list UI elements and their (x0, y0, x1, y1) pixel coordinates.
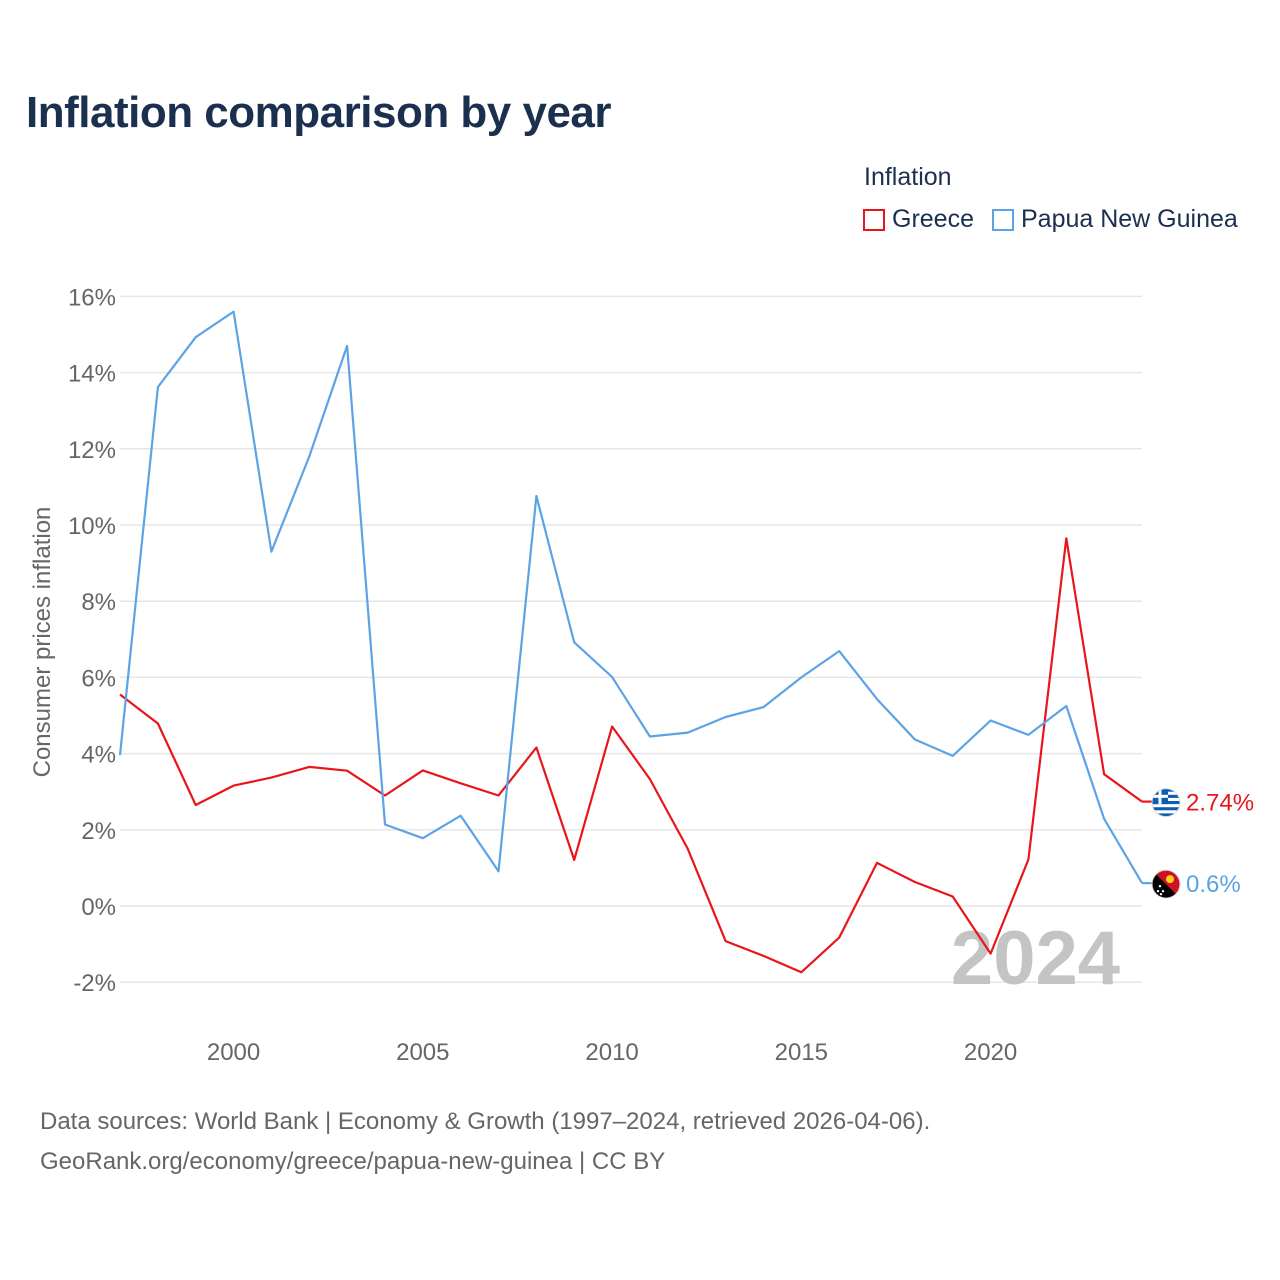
y-tick-label: 12% (68, 437, 116, 464)
data-point-papua-new-guinea[interactable] (304, 451, 314, 461)
data-point-papua-new-guinea[interactable] (834, 646, 844, 656)
data-point-greece[interactable] (191, 800, 201, 810)
data-point-papua-new-guinea[interactable] (1061, 701, 1071, 711)
data-point-greece[interactable] (418, 765, 428, 775)
data-point-papua-new-guinea[interactable] (910, 735, 920, 745)
data-point-greece[interactable] (607, 722, 617, 732)
data-point-greece[interactable] (834, 933, 844, 943)
data-point-papua-new-guinea[interactable] (229, 307, 239, 317)
data-point-greece[interactable] (1099, 769, 1109, 779)
data-point-greece[interactable] (531, 743, 541, 753)
data-point-greece[interactable] (910, 877, 920, 887)
credit-link[interactable]: GeoRank.org/economy/greece/papua-new-gui… (40, 1148, 666, 1175)
series-line-papua-new-guinea[interactable] (118, 310, 1143, 884)
y-axis-ticks: -2% 0% 2% 4% 6% 8% 10% 12% 14% 16% (68, 284, 116, 997)
data-point-greece[interactable] (758, 951, 768, 961)
x-tick-label: 2000 (207, 1039, 260, 1066)
data-point-greece[interactable] (266, 773, 276, 783)
y-tick-label: 16% (68, 284, 116, 311)
data-point-papua-new-guinea[interactable] (607, 672, 617, 682)
legend: Greece Papua New Guinea (863, 205, 1256, 234)
x-tick-label: 2010 (585, 1039, 638, 1066)
data-point-papua-new-guinea[interactable] (721, 712, 731, 722)
papua-new-guinea-flag-icon (1151, 869, 1181, 899)
data-point-greece[interactable] (948, 891, 958, 901)
x-tick-label: 2015 (775, 1039, 828, 1066)
data-point-papua-new-guinea[interactable] (1099, 814, 1109, 824)
legend-swatch-papua-new-guinea (991, 208, 1014, 231)
greece-flag-icon (1151, 788, 1181, 818)
series-lines (115, 307, 1143, 977)
legend-label-papua-new-guinea: Papua New Guinea (1020, 205, 1238, 233)
data-point-papua-new-guinea[interactable] (683, 728, 693, 738)
data-point-papua-new-guinea[interactable] (191, 332, 201, 342)
y-tick-label: 2% (81, 818, 116, 845)
legend-title: Inflation (864, 163, 952, 191)
data-point-papua-new-guinea[interactable] (948, 751, 958, 761)
y-tick-label: 4% (81, 742, 116, 769)
x-tick-label: 2005 (396, 1039, 449, 1066)
year-watermark: 2024 (951, 916, 1120, 1001)
y-tick-label: 0% (81, 894, 116, 921)
data-point-greece[interactable] (153, 719, 163, 729)
gridlines (120, 295, 1142, 983)
data-point-papua-new-guinea[interactable] (380, 819, 390, 829)
data-point-greece[interactable] (1061, 533, 1071, 543)
data-point-papua-new-guinea[interactable] (569, 637, 579, 647)
series-line-greece[interactable] (119, 537, 1143, 974)
legend-label-greece: Greece (892, 205, 974, 233)
data-point-papua-new-guinea[interactable] (531, 491, 541, 501)
data-point-greece[interactable] (115, 690, 125, 700)
y-tick-label: 8% (81, 589, 116, 616)
data-point-greece[interactable] (304, 762, 314, 772)
data-point-greece[interactable] (1023, 855, 1033, 865)
end-label-papua-new-guinea: 0.6% (1186, 871, 1241, 898)
data-point-greece[interactable] (721, 936, 731, 946)
data-point-greece[interactable] (796, 967, 806, 977)
end-label-greece: 2.74% (1186, 790, 1254, 817)
data-point-papua-new-guinea[interactable] (796, 672, 806, 682)
data-point-papua-new-guinea[interactable] (986, 715, 996, 725)
x-axis-ticks: 2000 2005 2010 2015 2020 (207, 1039, 1017, 1066)
y-tick-label: 14% (68, 361, 116, 388)
data-point-greece[interactable] (229, 781, 239, 791)
legend-item-papua-new-guinea[interactable]: Papua New Guinea (991, 205, 1238, 234)
data-point-papua-new-guinea[interactable] (153, 382, 163, 392)
data-point-greece[interactable] (683, 844, 693, 854)
data-point-papua-new-guinea[interactable] (1023, 730, 1033, 740)
data-point-greece[interactable] (872, 858, 882, 868)
data-point-greece[interactable] (342, 766, 352, 776)
data-point-papua-new-guinea[interactable] (494, 866, 504, 876)
y-tick-label: 10% (68, 513, 116, 540)
data-point-papua-new-guinea[interactable] (758, 702, 768, 712)
data-point-papua-new-guinea[interactable] (418, 833, 428, 843)
data-point-greece[interactable] (456, 778, 466, 788)
series-end-markers: 2.74% 0.6% (1142, 788, 1254, 899)
data-point-papua-new-guinea[interactable] (266, 547, 276, 557)
y-tick-label: 6% (81, 665, 116, 692)
page-title: Inflation comparison by year (26, 88, 612, 137)
data-point-papua-new-guinea[interactable] (115, 750, 125, 760)
y-tick-label: -2% (73, 970, 116, 997)
data-point-papua-new-guinea[interactable] (872, 694, 882, 704)
legend-swatch-greece (863, 208, 885, 231)
data-point-greece[interactable] (645, 774, 655, 784)
data-point-greece[interactable] (986, 949, 996, 959)
x-tick-label: 2020 (964, 1039, 1017, 1066)
data-point-papua-new-guinea[interactable] (645, 731, 655, 741)
y-axis-label: Consumer prices inflation (29, 507, 56, 778)
data-sources-note: Data sources: World Bank | Economy & Gro… (40, 1108, 931, 1135)
data-point-greece[interactable] (494, 791, 504, 801)
data-point-papua-new-guinea[interactable] (342, 341, 352, 351)
legend-item-greece[interactable]: Greece (863, 205, 974, 234)
data-point-greece[interactable] (569, 855, 579, 865)
data-point-papua-new-guinea[interactable] (456, 811, 466, 821)
